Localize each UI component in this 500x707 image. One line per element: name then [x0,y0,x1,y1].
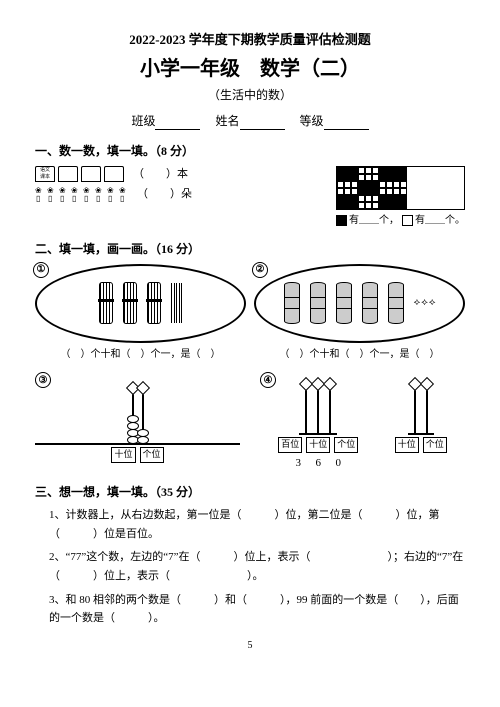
marker-2: ② [252,262,268,278]
answer-blank: （ ）本 [133,166,188,183]
marker-3: ③ [35,372,51,388]
ovals-row-1: ① （ ）个十和（ ）个一，是（ ） ② ⟡⟡⟡ （ ）个十和（ ）个一，是（ … [35,264,465,362]
row-3-4: ③ 十位 个位 ④ 百位 [35,372,465,472]
count-grid [336,166,466,210]
section-1-title: 一、数一数，填一填。（8 分） [35,142,465,160]
question-3: 1、计数器上，从右边数起，第一位是（ ）位，第二位是（ ）位，第（ ）位是百位。… [35,506,465,628]
bundle-icon [99,282,113,324]
sticks-icon [171,283,182,323]
q3-item-3: 3、和 80 相邻的两个数是（ ）和（ ），99 前面的一个数是（ ），后面的一… [49,591,465,628]
label-grade: 等级 [300,114,324,128]
black-square-icon [336,215,347,226]
grid-legend: 有＿＿个， 有＿＿个。 [336,213,466,228]
marker-1: ① [33,262,49,278]
drum-icon [362,282,378,324]
flower-icon [119,187,129,201]
q3-item-1: 1、计数器上，从右边数起，第一位是（ ）位，第二位是（ ）位，第（ ）位是百位。 [49,506,465,543]
book-icon: 语文课本 [35,166,55,182]
section-2-title: 二、填一填，画一画。（16 分） [35,240,465,258]
label-class: 班级 [131,114,155,128]
bundle-icon [123,282,137,324]
book-icon [81,166,101,182]
flower-icon [83,187,93,201]
oval-1: ① [35,264,246,343]
drum-icon [310,282,326,324]
drum-icon [284,282,300,324]
flower-icon [95,187,105,201]
book-icon [58,166,78,182]
flower-icon [71,187,81,201]
exam-subtitle: （生活中的数） [35,86,465,104]
flowers-row: （ ）朵 [35,186,336,203]
book-icon [104,166,124,182]
marker-4: ④ [260,372,276,388]
oval-2: ② ⟡⟡⟡ [254,264,465,343]
flower-icon [35,187,45,201]
exam-header: 2022-2023 学年度下期教学质量评估检测题 [35,30,465,50]
frame-right: 十位 个位 [395,388,447,471]
frame-left: 百位 十位 个位 3 6 0 [278,388,358,471]
shuttles: ⟡⟡⟡ [414,298,436,308]
flower-icon [59,187,69,201]
flower-icon [107,187,117,201]
drum-icon [388,282,404,324]
exam-title: 小学一年级 数学（二） [35,54,465,84]
flower-icon [47,187,57,201]
counting-frames: 百位 十位 个位 3 6 0 十位 个位 [260,388,465,471]
abacus-rod-ones [142,393,144,443]
white-square-icon [402,215,413,226]
q3-item-2: 2、“77”这个数，左边的“7”在（ ）位上，表示（ ）；右边的“7”在（ ）位… [49,548,465,585]
bundle-icon [147,282,161,324]
answer-line-2: （ ）个十和（ ）个一，是（ ） [254,347,465,362]
grid-area: 有＿＿个， 有＿＿个。 [336,166,466,228]
question-1: 语文课本 （ ）本 （ ）朵 有＿＿个， 有＿＿个。 [35,166,465,228]
label-name: 姓名 [215,114,239,128]
abacus-rod-tens [132,393,134,443]
drum-icon [336,282,352,324]
abacus-labels: 十位 个位 [35,447,240,463]
section-3-title: 三、想一想，填一填。（35 分） [35,483,465,501]
answer-line-1: （ ）个十和（ ）个一，是（ ） [35,347,246,362]
abacus [35,388,240,445]
answer-blank: （ ）朵 [137,186,192,203]
books-row: 语文课本 （ ）本 [35,166,336,183]
info-line: 班级 姓名 等级 [35,112,465,130]
page-number: 5 [35,638,465,653]
